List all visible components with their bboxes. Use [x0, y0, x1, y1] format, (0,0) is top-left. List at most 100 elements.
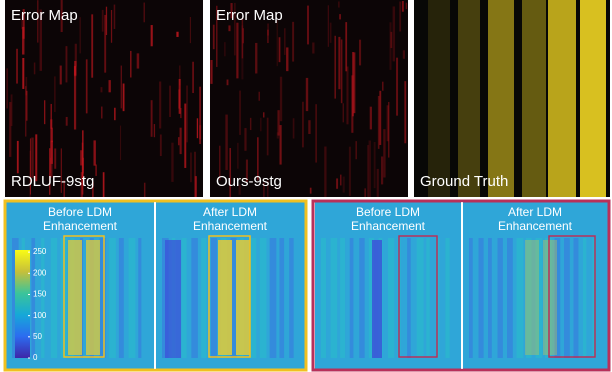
error-streak	[277, 20, 278, 66]
heatmap-hot	[68, 240, 82, 355]
error-streak	[22, 58, 24, 89]
error-streak	[330, 23, 332, 43]
error-streak	[308, 120, 310, 134]
error-streak	[111, 10, 112, 43]
error-streak	[343, 177, 345, 193]
error-streak	[236, 23, 238, 79]
heatmap-hot	[525, 240, 539, 355]
colorbar-tick-label: 0	[33, 353, 38, 362]
colorbar	[15, 250, 30, 358]
error-streak	[178, 137, 180, 145]
error-streak	[17, 141, 19, 173]
image-caption: Ground Truth	[420, 173, 508, 190]
blue-stripe	[165, 240, 181, 358]
error-streak	[306, 78, 308, 111]
heatmap-band	[498, 238, 503, 358]
error-streak	[310, 188, 312, 194]
error-streak	[328, 5, 329, 47]
error-streak	[6, 68, 8, 108]
error-streak	[388, 102, 389, 158]
heatmap-band	[340, 238, 345, 358]
heatmap-band	[479, 238, 484, 358]
heatmap-hot	[218, 240, 232, 355]
heatmap-band	[583, 238, 586, 358]
error-streak	[66, 46, 68, 82]
heatmap-band	[279, 238, 284, 358]
error-streak	[120, 126, 121, 160]
error-streak	[93, 140, 95, 165]
error-streak	[80, 150, 82, 165]
panel-label: Before LDM	[48, 205, 112, 219]
error-streak	[227, 80, 229, 86]
error-streak	[244, 128, 246, 151]
error-streak	[382, 82, 383, 91]
error-streak	[151, 25, 153, 46]
error-streak	[399, 1, 401, 31]
heatmap-band	[260, 238, 267, 358]
error-streak	[279, 37, 281, 62]
error-streak	[307, 6, 309, 45]
error-streak	[369, 140, 371, 197]
error-streak	[44, 100, 45, 124]
error-streak	[377, 169, 379, 197]
error-streak	[280, 125, 282, 165]
error-streak	[336, 178, 338, 188]
heatmap-band	[507, 238, 513, 358]
error-streak	[54, 148, 56, 168]
panel-label: Enhancement	[193, 219, 268, 233]
error-streak	[194, 152, 195, 197]
error-streak	[267, 30, 268, 43]
error-streak	[338, 37, 340, 89]
error-streak	[364, 188, 366, 197]
crayon	[548, 0, 576, 197]
error-streak	[396, 58, 398, 116]
heatmap-band	[517, 238, 524, 358]
heatmap-band	[51, 238, 57, 358]
error-streak	[349, 147, 351, 196]
panel-label: After LDM	[203, 205, 257, 219]
error-streak	[114, 108, 116, 120]
image-caption: Ours-9stg	[216, 173, 282, 190]
error-streak	[255, 43, 257, 74]
error-streak	[292, 22, 294, 62]
blue-stripe	[372, 240, 382, 358]
figure: 050100150200250 Error Map Error Map RDLU…	[0, 0, 612, 372]
error-streak	[378, 96, 380, 149]
error-streak	[171, 143, 173, 182]
heatmap-hot	[236, 240, 250, 355]
heatmap-band	[321, 238, 326, 358]
error-streak	[260, 118, 261, 132]
error-streak	[199, 125, 201, 139]
error-streak	[176, 32, 178, 37]
error-streak	[379, 91, 381, 145]
error-streak	[190, 152, 191, 182]
error-streak	[80, 17, 81, 53]
error-streak	[370, 107, 372, 130]
crayon	[580, 0, 606, 197]
heatmap-band	[574, 238, 579, 358]
heatmap-band	[331, 238, 338, 358]
error-streak	[324, 146, 326, 197]
heatmap-band	[289, 238, 293, 358]
error-streak	[50, 119, 52, 177]
error-streak	[25, 86, 26, 136]
error-streak	[100, 87, 102, 92]
error-streak	[293, 118, 295, 138]
heatmap-band	[119, 238, 124, 358]
image-title: Error Map	[216, 7, 283, 24]
error-streak	[197, 118, 198, 138]
crayon	[428, 0, 450, 197]
error-streak	[192, 62, 194, 93]
panel-label: Enhancement	[351, 219, 426, 233]
panel-label: Before LDM	[356, 205, 420, 219]
error-streak	[339, 14, 341, 19]
panel-label: Enhancement	[498, 219, 573, 233]
error-streak	[406, 3, 407, 9]
error-streak	[114, 5, 116, 29]
error-streak	[239, 91, 241, 135]
error-streak	[184, 104, 186, 168]
error-streak	[277, 132, 279, 138]
error-streak	[341, 39, 343, 103]
heatmap-hot	[543, 240, 557, 355]
